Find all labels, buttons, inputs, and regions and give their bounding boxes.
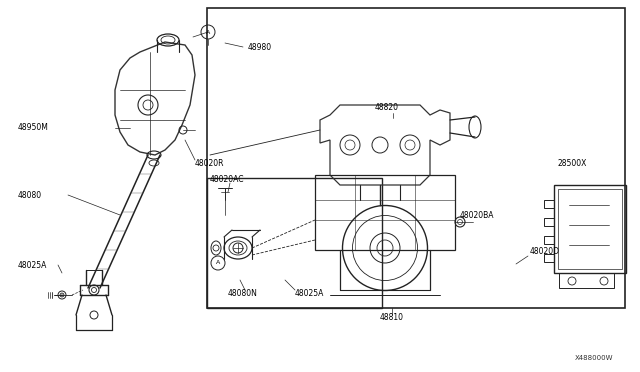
Text: 48020BA: 48020BA [460, 211, 495, 219]
Text: A: A [216, 260, 220, 266]
Text: 48080N: 48080N [228, 289, 258, 298]
Bar [315, 175, 455, 250]
Bar [554, 185, 626, 273]
Text: 48950M: 48950M [18, 124, 49, 132]
Text: 48080: 48080 [18, 190, 42, 199]
Bar [207, 8, 625, 308]
Text: 48020D: 48020D [530, 247, 560, 257]
Bar [207, 178, 382, 308]
Text: 48820: 48820 [375, 103, 399, 112]
Text: 48025A: 48025A [18, 260, 47, 269]
Bar [544, 218, 554, 226]
Bar [544, 200, 554, 208]
Bar [558, 189, 622, 269]
Text: 48020AC: 48020AC [210, 176, 244, 185]
Text: 48980: 48980 [248, 42, 272, 51]
Text: X488000W: X488000W [575, 355, 614, 361]
Bar [559, 273, 614, 288]
Text: 48810: 48810 [380, 314, 404, 323]
Bar [544, 236, 554, 244]
Text: 48020R: 48020R [195, 158, 225, 167]
Text: 48025A: 48025A [295, 289, 324, 298]
Bar [544, 254, 554, 262]
Circle shape [60, 293, 64, 297]
Text: 28500X: 28500X [558, 158, 588, 167]
Text: A: A [206, 29, 210, 35]
